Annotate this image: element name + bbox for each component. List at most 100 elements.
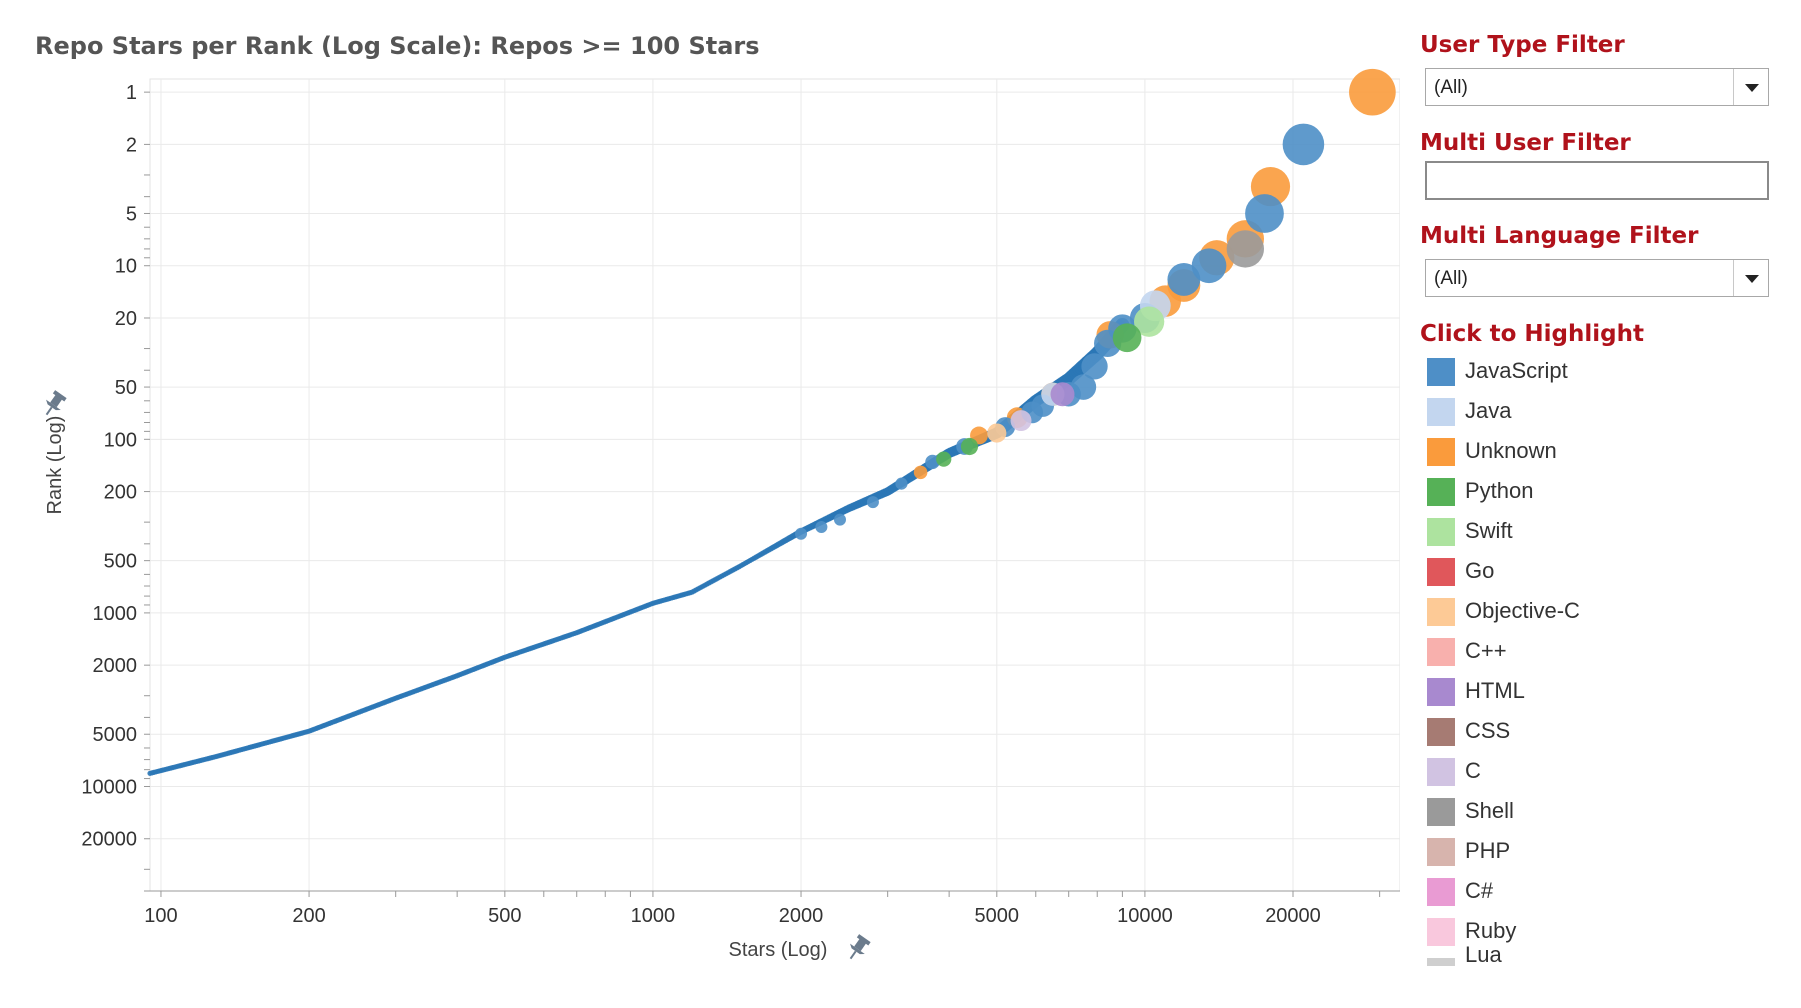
legend-swatch: [1427, 958, 1455, 966]
legend-swatch: [1427, 838, 1455, 866]
legend-title: Click to Highlight: [1420, 321, 1644, 347]
legend-label: PHP: [1465, 838, 1511, 863]
chevron-down-icon[interactable]: [1733, 260, 1768, 296]
legend-swatch: [1427, 878, 1455, 906]
legend-swatch: [1427, 918, 1455, 946]
legend-swatch: [1427, 478, 1455, 506]
point-python: [1112, 323, 1142, 353]
legend-swatch: [1427, 358, 1455, 386]
point-objective-c: [987, 423, 1007, 443]
point-javascript: [1191, 248, 1227, 284]
legend-item[interactable]: Ruby: [1425, 916, 1785, 956]
point-swift: [1133, 306, 1165, 337]
point-python: [936, 451, 952, 467]
point-javascript: [895, 477, 908, 490]
legend-swatch: [1427, 518, 1455, 546]
legend-swatch: [1427, 718, 1455, 746]
legend-swatch: [1427, 758, 1455, 786]
y-tick-label: 100: [104, 429, 137, 451]
multi-user-filter-label: Multi User Filter: [1420, 130, 1631, 156]
y-tick-label: 2: [126, 134, 137, 156]
legend-item[interactable]: C++: [1425, 636, 1785, 676]
legend-item[interactable]: Swift: [1425, 516, 1785, 556]
x-tick-label: 20000: [1265, 905, 1321, 927]
legend-item[interactable]: CSS: [1425, 716, 1785, 756]
point-javascript: [833, 513, 846, 526]
point-shell: [1226, 230, 1265, 268]
user-type-filter-label: User Type Filter: [1420, 32, 1625, 58]
multi-user-filter-input[interactable]: [1425, 161, 1769, 200]
x-axis-title: Stars (Log): [729, 939, 828, 961]
legend-label: Objective-C: [1465, 598, 1580, 623]
point-javascript: [1245, 194, 1284, 233]
legend-swatch: [1427, 798, 1455, 826]
legend-label: C: [1465, 758, 1481, 783]
user-type-filter-dropdown[interactable]: (All): [1425, 68, 1769, 106]
multi-language-filter-value: (All): [1434, 268, 1468, 289]
x-tick-label: 1000: [631, 905, 676, 927]
legend-item[interactable]: Objective-C: [1425, 596, 1785, 636]
legend-label: Ruby: [1465, 918, 1517, 943]
y-tick-label: 20000: [81, 829, 137, 851]
y-tick-label: 500: [104, 551, 137, 573]
legend-item[interactable]: Lua: [1425, 942, 1785, 966]
point-c: [1010, 410, 1032, 432]
chart-title: Repo Stars per Rank (Log Scale): Repos >…: [35, 32, 760, 60]
legend-label: C++: [1465, 638, 1507, 663]
user-type-filter-value: (All): [1434, 77, 1468, 98]
point-javascript: [1282, 123, 1325, 166]
legend-swatch: [1427, 678, 1455, 706]
legend-item[interactable]: Go: [1425, 556, 1785, 596]
point-unknown: [1349, 68, 1396, 116]
point-javascript: [925, 454, 940, 470]
y-tick-label: 5000: [93, 724, 138, 746]
point-javascript: [815, 521, 828, 534]
y-axis-pin-icon[interactable]: [39, 389, 68, 420]
point-python: [960, 437, 979, 456]
scatter-chart[interactable]: 1 2 5 10 20 50 100 200 500 1000 2000 5000 10000 20000…: [0, 0, 1400, 1008]
legend-label: Unknown: [1465, 438, 1557, 463]
legend-label: Swift: [1465, 518, 1513, 543]
y-tick-label: 2000: [93, 655, 138, 677]
legend-label: CSS: [1465, 718, 1511, 743]
legend-item[interactable]: Java: [1425, 396, 1785, 436]
x-tick-label: 2000: [779, 905, 824, 927]
plot-area: [149, 78, 1400, 892]
point-javascript: [866, 496, 879, 509]
legend-item[interactable]: C: [1425, 756, 1785, 796]
legend-swatch: [1427, 438, 1455, 466]
legend-label: C#: [1465, 878, 1494, 903]
legend-label: JavaScript: [1465, 358, 1568, 383]
point-javascript: [795, 527, 808, 540]
point-javascript: [1167, 263, 1201, 296]
y-tick-label: 10: [115, 256, 137, 278]
y-tick-label: 1: [126, 82, 137, 104]
x-axis-pin-icon[interactable]: [843, 933, 872, 964]
legend-item[interactable]: JavaScript: [1425, 356, 1785, 396]
legend-item[interactable]: Shell: [1425, 796, 1785, 836]
legend-label: Go: [1465, 558, 1495, 583]
x-tick-label: 200: [292, 905, 325, 927]
y-tick-label: 5: [126, 203, 137, 225]
legend-label: Lua: [1465, 942, 1502, 966]
legend-swatch: [1427, 398, 1455, 426]
x-tick-label: 100: [144, 905, 177, 927]
y-tick-label: 1000: [93, 603, 138, 625]
legend-item[interactable]: C#: [1425, 876, 1785, 916]
legend-item[interactable]: Python: [1425, 476, 1785, 516]
legend-item[interactable]: PHP: [1425, 836, 1785, 876]
legend-label: Python: [1465, 478, 1534, 503]
legend-swatch: [1427, 598, 1455, 626]
point-javascript: [1081, 353, 1108, 380]
chevron-down-icon[interactable]: [1733, 69, 1768, 105]
x-tick-label: 5000: [975, 905, 1020, 927]
legend-swatch: [1427, 638, 1455, 666]
legend-label: Shell: [1465, 798, 1514, 823]
legend-item[interactable]: HTML: [1425, 676, 1785, 716]
y-axis-title: Rank (Log): [44, 416, 66, 515]
multi-language-filter-label: Multi Language Filter: [1420, 223, 1699, 249]
multi-language-filter-dropdown[interactable]: (All): [1425, 259, 1769, 297]
point-html: [1050, 382, 1075, 407]
x-tick-label: 500: [488, 905, 521, 927]
legend-item[interactable]: Unknown: [1425, 436, 1785, 476]
